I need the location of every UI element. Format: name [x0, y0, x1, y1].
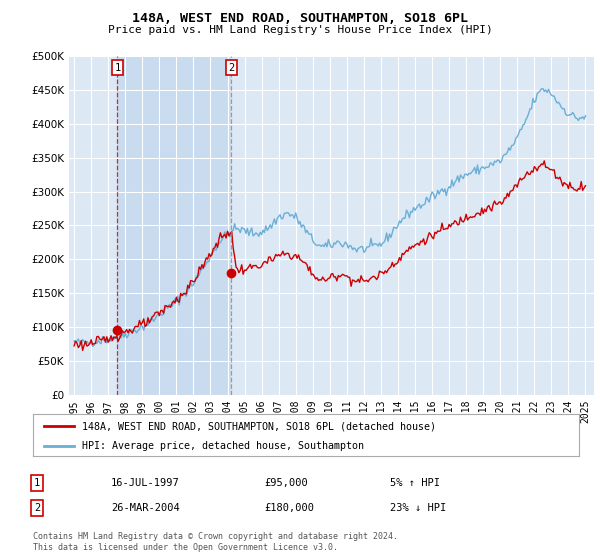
Bar — [118, 56, 232, 395]
Text: 16-JUL-1997: 16-JUL-1997 — [111, 478, 180, 488]
Text: 148A, WEST END ROAD, SOUTHAMPTON, SO18 6PL (detached house): 148A, WEST END ROAD, SOUTHAMPTON, SO18 6… — [82, 421, 436, 431]
Text: HPI: Average price, detached house, Southampton: HPI: Average price, detached house, Sout… — [82, 441, 364, 451]
Text: 148A, WEST END ROAD, SOUTHAMPTON, SO18 6PL: 148A, WEST END ROAD, SOUTHAMPTON, SO18 6… — [132, 12, 468, 25]
Text: £95,000: £95,000 — [264, 478, 308, 488]
Text: 26-MAR-2004: 26-MAR-2004 — [111, 503, 180, 513]
Text: 23% ↓ HPI: 23% ↓ HPI — [390, 503, 446, 513]
Text: 1: 1 — [34, 478, 40, 488]
Text: 2: 2 — [34, 503, 40, 513]
Text: 1: 1 — [114, 63, 121, 73]
Text: Contains HM Land Registry data © Crown copyright and database right 2024.
This d: Contains HM Land Registry data © Crown c… — [33, 533, 398, 552]
Text: £180,000: £180,000 — [264, 503, 314, 513]
Text: Price paid vs. HM Land Registry's House Price Index (HPI): Price paid vs. HM Land Registry's House … — [107, 25, 493, 35]
Text: 5% ↑ HPI: 5% ↑ HPI — [390, 478, 440, 488]
Text: 2: 2 — [229, 63, 235, 73]
